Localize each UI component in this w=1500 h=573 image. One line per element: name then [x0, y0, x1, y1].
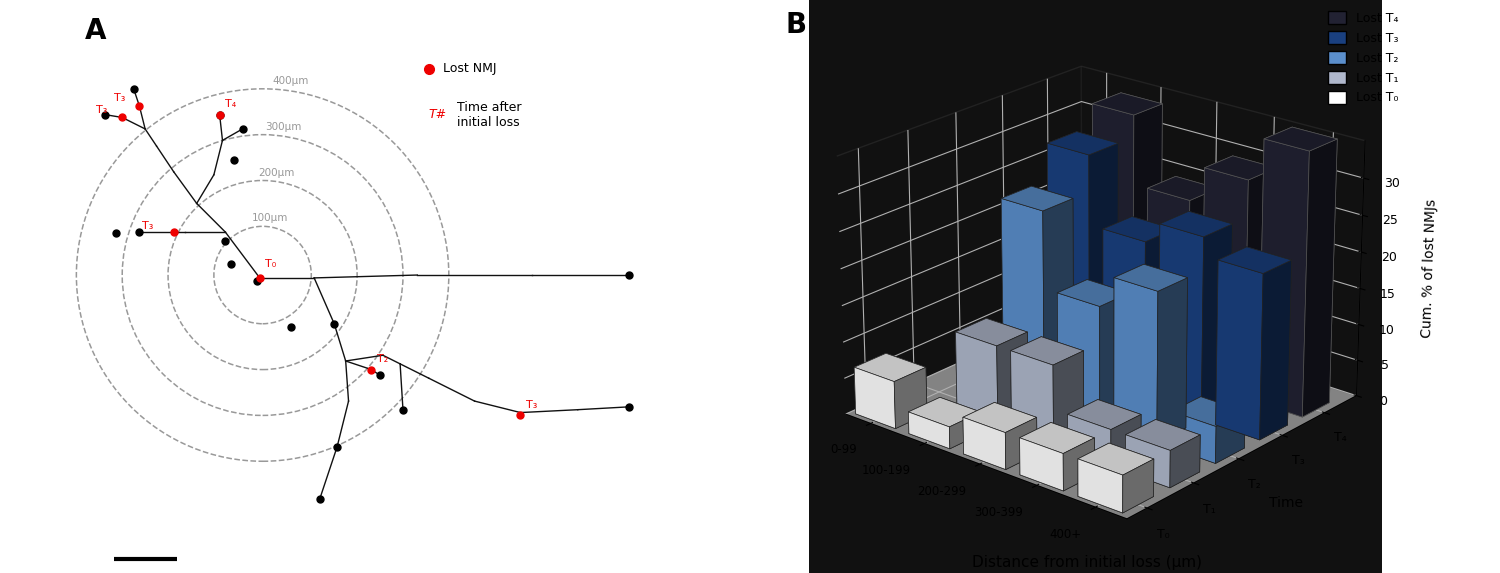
Text: T₄: T₄: [225, 99, 237, 109]
Text: Distance from initial loss (μm): Distance from initial loss (μm): [972, 555, 1203, 570]
Text: 400μm: 400μm: [273, 76, 309, 86]
Y-axis label: Time: Time: [1269, 496, 1304, 511]
Text: T₃: T₃: [114, 93, 125, 103]
Text: T₃: T₃: [96, 105, 108, 115]
Legend: Lost T₄, Lost T₃, Lost T₂, Lost T₁, Lost T₀: Lost T₄, Lost T₃, Lost T₂, Lost T₁, Lost…: [1323, 6, 1404, 109]
Text: Time after
initial loss: Time after initial loss: [458, 101, 522, 128]
Text: 200μm: 200μm: [258, 168, 296, 178]
Text: 100μm: 100μm: [252, 214, 288, 223]
Text: A: A: [86, 17, 106, 45]
Text: 300μm: 300μm: [266, 122, 302, 132]
Text: T₃: T₃: [142, 221, 153, 231]
Text: T₂: T₂: [376, 354, 388, 364]
Text: Lost NMJ: Lost NMJ: [442, 62, 497, 75]
Text: T#: T#: [429, 108, 447, 121]
Text: B: B: [786, 11, 807, 40]
Text: T₀: T₀: [266, 260, 276, 269]
Text: T₃: T₃: [526, 400, 537, 410]
